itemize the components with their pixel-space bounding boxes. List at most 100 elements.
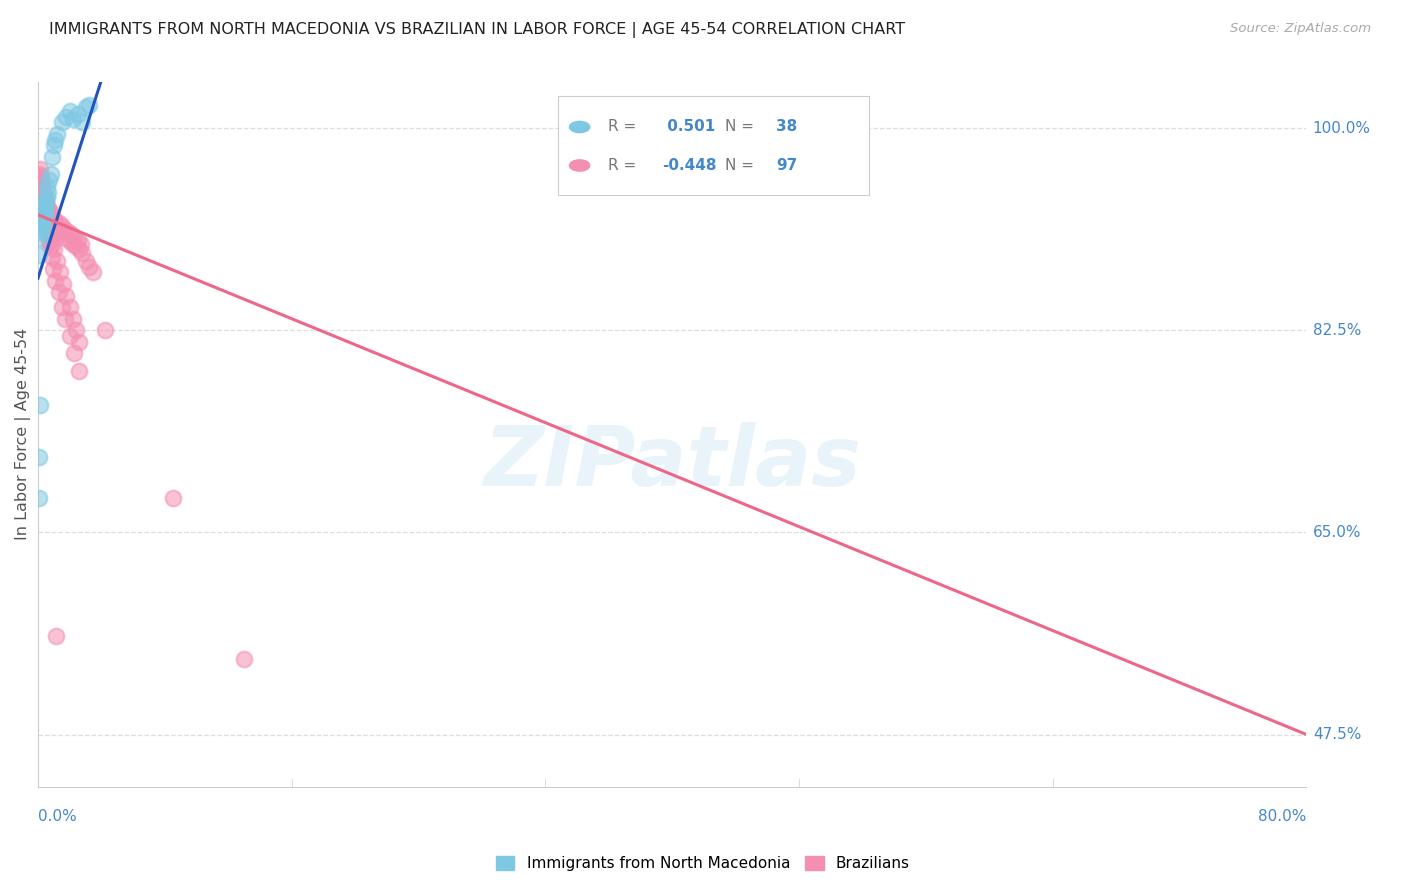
Point — [32, 188, 55, 202]
Point — [41, 251, 63, 265]
Point — [31, 219, 53, 234]
Point — [63, 231, 86, 245]
Point — [32, 202, 55, 216]
Point — [75, 100, 97, 114]
Point — [69, 236, 91, 251]
Point — [41, 216, 63, 230]
Point — [49, 225, 72, 239]
Point — [65, 323, 87, 337]
Point — [77, 260, 100, 274]
Text: 100.0%: 100.0% — [1313, 120, 1371, 136]
Point — [62, 236, 84, 251]
Point — [59, 329, 82, 343]
Point — [62, 311, 84, 326]
Point — [28, 167, 51, 181]
Point — [30, 208, 52, 222]
Point — [32, 202, 55, 216]
Point — [28, 491, 51, 505]
Point — [49, 265, 72, 279]
Point — [60, 227, 83, 242]
Text: 0.501: 0.501 — [662, 120, 716, 135]
Point — [59, 103, 82, 118]
Point — [37, 178, 59, 193]
Point — [32, 190, 55, 204]
Text: 38: 38 — [776, 120, 797, 135]
Point — [55, 231, 77, 245]
Point — [42, 219, 65, 234]
Point — [42, 211, 65, 226]
Point — [32, 193, 55, 207]
Point — [34, 200, 56, 214]
Text: 0.0%: 0.0% — [38, 809, 77, 824]
Point — [35, 200, 58, 214]
Point — [35, 213, 58, 227]
Point — [28, 178, 51, 193]
Point — [41, 236, 63, 251]
Circle shape — [569, 160, 589, 171]
Point — [34, 193, 56, 207]
Point — [31, 202, 53, 216]
Point — [37, 219, 59, 234]
Point — [44, 213, 66, 227]
Point — [28, 231, 51, 245]
Text: R =: R = — [607, 158, 641, 173]
Y-axis label: In Labor Force | Age 45-54: In Labor Force | Age 45-54 — [15, 328, 31, 541]
Point — [30, 181, 52, 195]
Point — [32, 208, 55, 222]
Point — [46, 127, 69, 141]
Point — [37, 216, 59, 230]
Point — [34, 202, 56, 216]
Point — [53, 311, 76, 326]
Point — [77, 98, 100, 112]
Point — [28, 398, 51, 412]
Point — [38, 204, 60, 219]
Point — [72, 115, 94, 129]
Point — [37, 185, 59, 199]
Point — [38, 173, 60, 187]
Point — [75, 254, 97, 268]
Point — [62, 112, 84, 126]
Point — [30, 213, 52, 227]
Point — [39, 231, 62, 245]
Point — [55, 288, 77, 302]
Point — [53, 223, 76, 237]
Point — [38, 235, 60, 249]
Point — [46, 223, 69, 237]
Text: 97: 97 — [776, 158, 797, 173]
Point — [30, 177, 52, 191]
Legend: Immigrants from North Macedonia, Brazilians: Immigrants from North Macedonia, Brazili… — [489, 850, 917, 877]
Point — [37, 208, 59, 222]
Point — [44, 274, 66, 288]
Point — [32, 196, 55, 211]
Point — [34, 208, 56, 222]
Point — [67, 334, 90, 349]
Point — [30, 185, 52, 199]
Point — [34, 204, 56, 219]
Point — [30, 216, 52, 230]
Point — [63, 346, 86, 360]
Point — [30, 173, 52, 187]
Point — [46, 254, 69, 268]
Point — [59, 235, 82, 249]
Point — [31, 190, 53, 204]
Point — [66, 107, 89, 121]
Point — [67, 364, 90, 378]
Point — [31, 185, 53, 199]
Point — [38, 211, 60, 226]
Point — [66, 235, 89, 249]
Point — [162, 491, 184, 505]
Point — [51, 300, 73, 314]
Point — [42, 138, 65, 153]
Point — [44, 133, 66, 147]
Text: 82.5%: 82.5% — [1313, 323, 1361, 338]
Point — [67, 243, 90, 257]
Point — [41, 208, 63, 222]
Point — [39, 239, 62, 253]
Point — [82, 265, 104, 279]
Point — [30, 169, 52, 184]
Point — [34, 196, 56, 211]
Point — [32, 196, 55, 211]
Point — [35, 193, 58, 207]
Point — [31, 181, 53, 195]
Text: ZIPatlas: ZIPatlas — [484, 422, 860, 503]
